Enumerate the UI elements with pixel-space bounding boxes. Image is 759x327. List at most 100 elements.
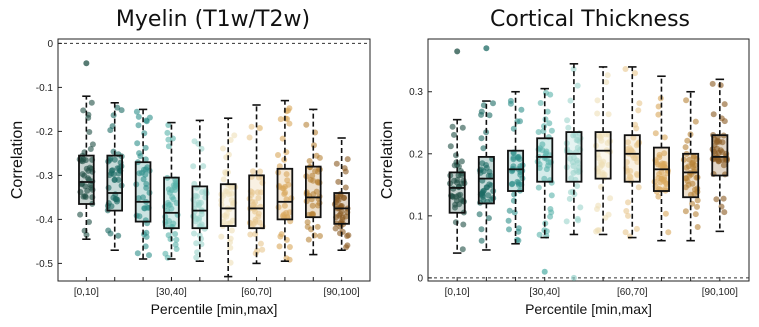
data-point (306, 158, 313, 164)
data-point (694, 203, 700, 210)
data-point (250, 168, 256, 175)
data-point (193, 215, 200, 222)
data-point (305, 236, 312, 243)
data-point (515, 155, 522, 161)
box-[20,30] (134, 108, 152, 260)
data-point (661, 134, 668, 141)
data-point (511, 209, 518, 216)
data-point (279, 185, 286, 192)
data-point (276, 243, 283, 250)
data-point (255, 213, 262, 220)
data-point (682, 208, 689, 215)
data-point (143, 229, 150, 236)
data-point (165, 143, 172, 150)
data-point (574, 82, 581, 89)
data-point (248, 123, 255, 130)
data-point (625, 139, 631, 146)
data-point (194, 249, 201, 256)
box-[0,10] (448, 118, 466, 254)
data-point (636, 100, 643, 107)
data-point (683, 97, 690, 104)
box-[0,10] (78, 95, 95, 240)
data-point (574, 215, 581, 222)
data-point (108, 203, 115, 210)
data-point (594, 206, 600, 212)
data-point (548, 127, 555, 134)
data-point (190, 163, 197, 170)
x-axis-label: Percentile [min,max] (151, 301, 278, 317)
data-point (607, 195, 614, 202)
data-point (142, 144, 149, 151)
data-point (107, 127, 114, 134)
data-point (283, 196, 290, 203)
data-point (624, 146, 631, 153)
box-[50,60] (219, 117, 237, 278)
y-tick-label: 0.3 (409, 87, 423, 98)
data-point (721, 209, 728, 216)
data-point (601, 171, 608, 178)
data-point (485, 215, 492, 222)
x-tick-label: [60,70] (617, 287, 648, 298)
data-point (563, 218, 570, 225)
box-[90,100] (333, 137, 350, 251)
data-point (316, 154, 323, 161)
data-point (685, 181, 692, 188)
y-tick-label: -0.3 (36, 171, 54, 182)
data-point (254, 247, 261, 254)
data-point (623, 208, 630, 214)
data-point (218, 233, 225, 240)
data-point (488, 196, 495, 203)
data-point (548, 209, 555, 216)
data-point (517, 163, 524, 170)
outlier-point (83, 60, 90, 67)
y-axis-label: Correlation (9, 121, 26, 199)
iqr-box (594, 131, 612, 180)
data-point (115, 170, 122, 177)
data-point (632, 70, 638, 77)
data-point (193, 254, 200, 261)
data-point (83, 231, 90, 238)
iqr-box (711, 134, 729, 177)
iqr-box (106, 154, 124, 212)
iqr-box (448, 171, 466, 214)
iqr-box (78, 154, 95, 205)
chart-title: Cortical Thickness (490, 7, 690, 32)
data-point (79, 171, 86, 178)
data-point (625, 199, 631, 206)
data-point (165, 136, 172, 143)
data-point (140, 176, 147, 183)
data-point (687, 191, 694, 198)
data-point (220, 192, 227, 199)
data-point (111, 156, 118, 163)
y-tick-label: -0.2 (36, 127, 54, 138)
data-point (173, 236, 180, 243)
data-point (286, 244, 293, 250)
iqr-box (191, 185, 209, 230)
data-point (221, 212, 228, 219)
data-point (515, 181, 522, 188)
y-tick-label: 0.2 (409, 149, 423, 160)
data-point (307, 176, 314, 183)
box-[60,70] (623, 66, 641, 239)
data-point (195, 202, 202, 209)
y-tick-label: -0.5 (36, 259, 54, 270)
data-point (146, 252, 152, 259)
data-point (480, 145, 487, 152)
data-point (684, 137, 691, 144)
outlier-point (541, 268, 548, 275)
data-point (135, 195, 142, 202)
data-point (168, 187, 175, 194)
data-point (86, 129, 93, 135)
x-tick-label: [30,40] (529, 287, 560, 298)
iqr-box (623, 134, 641, 183)
data-point (136, 150, 143, 157)
data-point (314, 223, 321, 230)
data-point (460, 221, 467, 228)
data-point (247, 231, 254, 238)
data-point (110, 171, 117, 178)
data-point (714, 145, 721, 152)
data-point (541, 175, 548, 182)
data-point (315, 202, 321, 209)
data-point (535, 129, 542, 135)
data-point (694, 224, 701, 230)
